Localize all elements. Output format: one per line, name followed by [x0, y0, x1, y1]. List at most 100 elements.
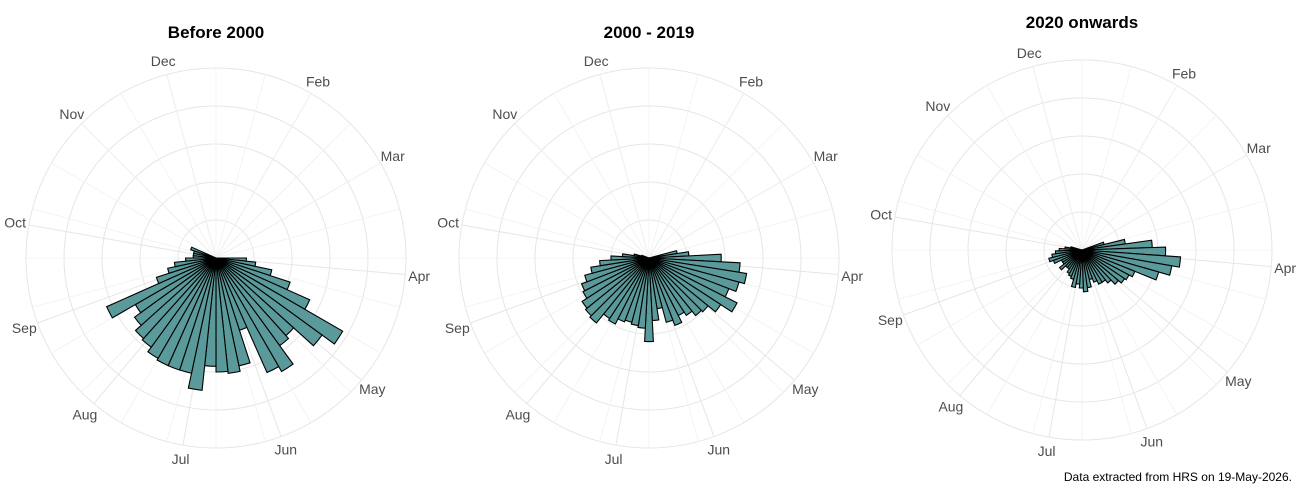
grid-spoke-minor — [32, 208, 217, 259]
bar-wedge — [599, 257, 650, 267]
bar-wedge — [156, 257, 217, 367]
month-label: Dec — [1017, 45, 1042, 61]
month-label: Feb — [1172, 65, 1196, 81]
polar-chart-2: Dec Feb Mar Apr May Jun Jul Aug Sep Oct Nov 2000 - … — [437, 23, 863, 467]
month-label: Jun — [708, 442, 731, 458]
month-label: Mar — [381, 148, 405, 164]
bar-wedge — [580, 257, 650, 292]
month-label: Jul — [172, 451, 190, 467]
grid-spoke-minor — [1081, 200, 1266, 251]
month-label: Feb — [306, 73, 330, 89]
grid-spoke-minor — [917, 154, 1083, 251]
grid-spoke-minor — [553, 93, 650, 259]
grid-spoke-minor — [166, 74, 217, 259]
bar-wedge — [1081, 249, 1098, 283]
bar-wedge — [134, 257, 217, 340]
bar-wedge — [1081, 249, 1103, 285]
month-label: Mar — [1247, 140, 1271, 156]
bar-wedge — [589, 257, 650, 324]
bar-wedge — [1081, 249, 1120, 285]
bar-wedge — [648, 257, 674, 323]
grid-spoke-minor — [514, 123, 650, 259]
grid-spoke-minor — [215, 208, 400, 259]
grid-spoke-minor — [215, 123, 351, 259]
grid-spoke-minor — [947, 249, 1083, 385]
month-label: Mar — [814, 148, 838, 164]
data-source-caption: Data extracted from HRS on 19-May-2026. — [1063, 470, 1292, 484]
bar-wedge — [648, 257, 709, 313]
bar-wedge — [215, 257, 229, 373]
month-label: Jun — [275, 442, 298, 458]
month-label: Jul — [605, 451, 623, 467]
grid-spoke — [959, 249, 1083, 396]
grid-spoke-minor — [648, 93, 745, 259]
bars — [1048, 238, 1182, 293]
bar-wedge — [173, 257, 217, 268]
bar-wedge — [648, 257, 703, 317]
bar-wedge — [215, 257, 241, 374]
month-label: Jul — [1038, 443, 1056, 459]
grid-spoke-minor — [648, 123, 784, 259]
bar-wedge — [584, 257, 650, 283]
chart-title: 2000 - 2019 — [604, 23, 695, 42]
grid-spoke-minor — [81, 123, 217, 259]
month-label: Aug — [72, 406, 97, 422]
bar-wedge — [584, 257, 650, 317]
grid-spoke-minor — [215, 93, 312, 259]
month-label: Sep — [12, 320, 37, 336]
chart-title: 2020 onwards — [1026, 13, 1138, 32]
bar-wedge — [167, 257, 217, 274]
bar-wedge — [215, 257, 323, 347]
month-label: Nov — [59, 106, 84, 122]
bar-wedge — [610, 255, 650, 261]
month-label: May — [1225, 373, 1251, 389]
bar-wedge — [133, 257, 217, 327]
grid-spoke — [461, 224, 650, 259]
bar-wedge — [648, 257, 738, 313]
grid-spoke-minor — [986, 249, 1083, 415]
bar-wedge — [147, 257, 217, 360]
bar-wedge — [141, 257, 217, 348]
grid-spoke-minor — [51, 162, 217, 259]
bar-wedge — [215, 257, 294, 373]
grid-spoke-minor — [215, 74, 266, 259]
month-label: Sep — [878, 312, 903, 328]
month-label: Aug — [505, 406, 530, 422]
month-label: Aug — [938, 398, 963, 414]
grid-spoke-minor — [1081, 115, 1217, 251]
bar-wedge — [648, 257, 693, 317]
bar-wedge — [215, 257, 280, 374]
bar-wedge — [640, 254, 650, 259]
month-label: Dec — [151, 53, 176, 69]
bar-wedge — [582, 257, 650, 300]
month-label: Nov — [492, 106, 517, 122]
month-label: Apr — [408, 268, 430, 284]
grid-spoke-minor — [648, 74, 699, 259]
grid-spoke-minor — [947, 115, 1083, 251]
bar-wedge — [644, 257, 654, 343]
month-labels: Dec Feb Mar Apr May Jun Jul Aug Sep Oct Nov — [437, 53, 863, 467]
grid-spoke-minor — [1081, 66, 1132, 251]
month-label: Oct — [437, 215, 459, 231]
grid-spoke-minor — [648, 162, 814, 259]
month-labels: Dec Feb Mar Apr May Jun Jul Aug Sep Oct Nov — [4, 53, 430, 467]
grid-spoke — [215, 257, 406, 276]
grid-spoke-minor — [648, 208, 833, 259]
bar-wedge — [215, 257, 344, 345]
grid-spoke-minor — [1032, 66, 1083, 251]
month-label: Dec — [584, 53, 609, 69]
grid-spoke-minor — [215, 162, 381, 259]
bar-wedge — [1051, 249, 1083, 259]
grid-spoke-minor — [599, 74, 650, 259]
month-label: Jun — [1141, 434, 1164, 450]
month-label: Sep — [445, 320, 470, 336]
bar-wedge — [1048, 249, 1083, 263]
bar-wedge — [590, 257, 650, 274]
bar-wedge — [1070, 246, 1083, 251]
month-label: Oct — [870, 207, 892, 223]
bars — [105, 246, 344, 391]
bar-wedge — [1081, 249, 1112, 284]
bar-wedge — [648, 257, 722, 313]
grid-spoke-minor — [484, 162, 650, 259]
